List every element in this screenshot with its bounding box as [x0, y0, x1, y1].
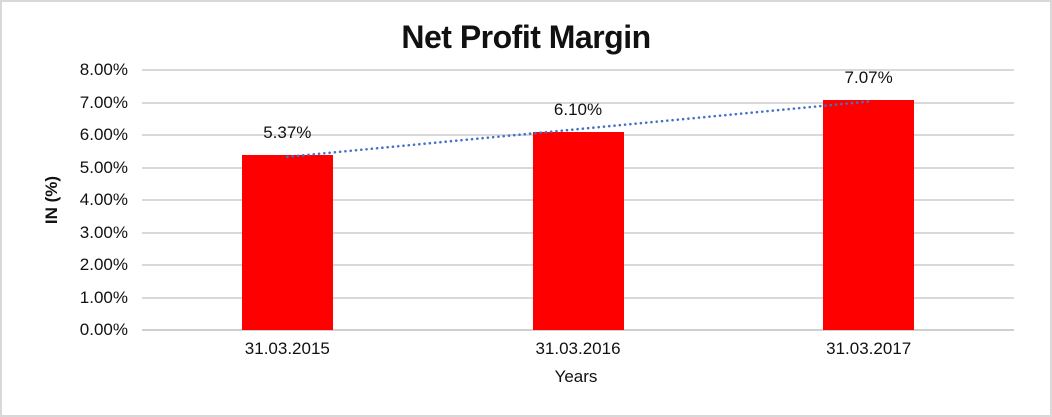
- plot-area: 0.00% 1.00% 2.00% 3.00% 4.00% 5.00% 6.00% 7.00%…: [80, 60, 1014, 358]
- bar-data-label: 5.37%: [263, 123, 312, 143]
- bar: [823, 100, 915, 330]
- gridline: [142, 69, 1014, 71]
- bar: [241, 155, 333, 330]
- x-tick-label: 31.03.2015: [244, 339, 330, 358]
- y-tick-label: 3.00%: [79, 222, 128, 242]
- x-axis-line: [142, 329, 1014, 331]
- bar-data-label: 6.10%: [553, 99, 603, 119]
- y-tick-label: 5.00%: [79, 157, 128, 177]
- y-tick-label: 4.00%: [79, 190, 128, 209]
- y-tick-label: 8.00%: [79, 60, 128, 79]
- x-tick-label: 31.03.2016: [535, 339, 621, 358]
- y-tick-label: 7.00%: [79, 92, 128, 112]
- bar: [532, 131, 624, 330]
- y-tick-label: 0.00%: [79, 320, 128, 339]
- x-tick-label: 31.03.2017: [826, 339, 912, 358]
- y-tick-label: 2.00%: [79, 255, 128, 274]
- y-tick-label: 6.00%: [79, 125, 128, 144]
- chart-title: Net Profit Margin: [401, 19, 651, 55]
- y-tick-label: 1.00%: [79, 287, 128, 307]
- x-axis-title: Years: [554, 367, 598, 386]
- bar-data-label: 7.07%: [844, 68, 893, 88]
